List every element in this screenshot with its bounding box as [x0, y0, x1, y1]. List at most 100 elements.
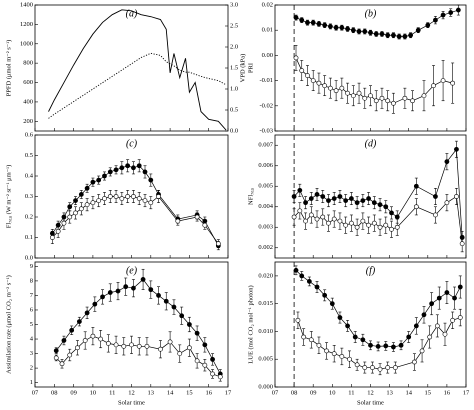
y-tick-label: 0.5: [25, 152, 33, 159]
filled-marker: [102, 173, 107, 179]
filled-marker: [368, 342, 373, 348]
filled-marker: [163, 298, 169, 304]
open-marker: [102, 196, 107, 201]
y-tick-label: 0.3: [25, 193, 33, 200]
x-tick-label: 08: [291, 389, 298, 396]
open-marker: [419, 348, 425, 354]
filled-marker: [119, 165, 125, 171]
open-marker: [383, 222, 389, 228]
filled-marker: [396, 34, 402, 39]
filled-marker: [383, 204, 389, 210]
x-tick-label: 12: [367, 389, 374, 396]
x-tick-label: 17: [225, 389, 232, 396]
open-marker: [316, 342, 322, 348]
open-marker: [377, 366, 383, 372]
open-marker: [347, 356, 352, 362]
filled-marker: [391, 32, 396, 38]
open-marker: [194, 358, 200, 364]
filled-marker: [322, 22, 328, 28]
y-tick-label: 1400: [20, 1, 33, 8]
x-tick-label: 08: [51, 389, 58, 396]
open-marker: [354, 362, 360, 368]
filled-marker: [131, 285, 136, 291]
open-marker: [379, 95, 385, 101]
filled-marker: [61, 338, 67, 343]
filled-marker: [433, 194, 438, 199]
y-axis-label: Assimilation rate (μmol CO₂ m⁻² s⁻¹): [5, 275, 12, 374]
open-marker: [457, 315, 463, 320]
open-marker: [84, 202, 90, 208]
y-tick-label: 9: [30, 263, 33, 270]
filled-marker: [413, 183, 419, 189]
open-marker: [389, 226, 394, 232]
filled-marker: [337, 194, 343, 199]
open-marker: [440, 78, 446, 83]
filled-marker: [333, 25, 339, 31]
filled-marker: [100, 294, 105, 300]
y-tick-label: 200: [23, 118, 33, 125]
open-marker: [427, 334, 433, 340]
y2-tick-label: 0.5: [230, 106, 238, 113]
filled-marker: [425, 22, 431, 28]
x-tick-label: 11: [348, 389, 354, 396]
filled-marker: [92, 301, 98, 307]
open-marker: [55, 228, 61, 234]
y-tick-label: -0.02: [259, 102, 273, 109]
filled-marker: [115, 288, 121, 294]
open-marker: [366, 222, 371, 228]
x-tick-label: 09: [310, 389, 317, 396]
open-marker: [421, 93, 427, 99]
open-marker: [310, 78, 316, 83]
filled-marker: [398, 342, 404, 348]
y-axis-label: Fl₇₆₀ (W m⁻² sr⁻¹ μm⁻¹): [5, 165, 12, 229]
filled-marker: [78, 192, 84, 197]
y-tick-label: 0.015: [258, 300, 273, 307]
filled-marker: [140, 277, 146, 282]
filled-marker: [156, 293, 161, 298]
filled-marker: [379, 31, 385, 37]
open-marker: [339, 85, 345, 91]
y-axis-label: NFl₇₆₀: [247, 188, 254, 205]
open-marker: [343, 222, 349, 228]
open-marker: [125, 194, 131, 199]
plot-frame: [274, 4, 467, 132]
filled-marker: [433, 17, 438, 23]
filled-marker: [171, 304, 177, 310]
open-marker: [177, 351, 183, 356]
open-marker: [412, 359, 417, 365]
open-marker: [305, 73, 310, 78]
filled-marker: [373, 31, 379, 37]
open-marker: [98, 336, 104, 342]
filled-marker: [383, 343, 389, 349]
open-marker: [175, 218, 181, 224]
open-marker: [194, 214, 200, 220]
open-marker: [96, 198, 102, 203]
plot-frame: [34, 261, 229, 388]
series-line: [55, 335, 221, 378]
y-tick-label: 3: [30, 350, 33, 357]
open-marker: [129, 342, 134, 348]
open-marker: [368, 93, 373, 99]
open-marker: [142, 198, 148, 203]
filled-marker: [444, 290, 450, 295]
filled-marker: [113, 167, 119, 173]
filled-marker: [107, 290, 113, 295]
open-marker: [293, 55, 299, 61]
y-tick-label: 1000: [20, 40, 33, 47]
y-axis-label: PRI: [247, 63, 254, 73]
filled-marker: [348, 196, 354, 201]
filled-marker: [436, 295, 442, 301]
filled-marker: [303, 200, 308, 206]
filled-marker: [354, 200, 360, 206]
panel-label: (a): [126, 8, 138, 19]
filled-marker: [306, 279, 312, 284]
filled-marker: [368, 30, 373, 36]
filled-marker: [202, 342, 208, 348]
filled-marker: [339, 25, 345, 31]
y-tick-label: 0.6: [25, 131, 34, 138]
filled-marker: [142, 169, 148, 175]
open-marker: [78, 206, 84, 212]
filled-marker: [377, 202, 383, 208]
open-marker: [156, 194, 161, 199]
